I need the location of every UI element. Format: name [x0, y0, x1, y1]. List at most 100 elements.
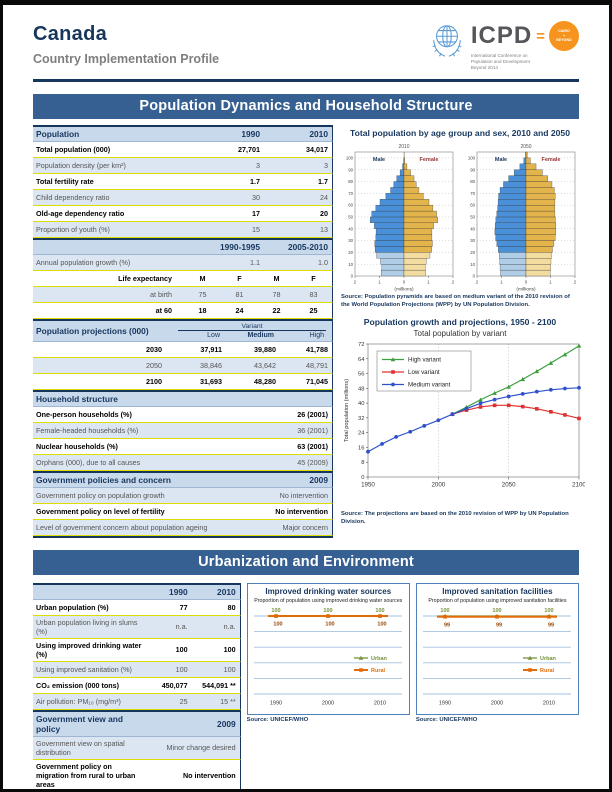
table-row: Total fertility rate 1.7 1.7	[33, 173, 333, 190]
svg-text:Total population (millions): Total population (millions)	[344, 379, 350, 442]
svg-text:2050: 2050	[520, 144, 531, 150]
svg-text:Male: Male	[495, 157, 507, 163]
svg-text:40: 40	[348, 226, 353, 231]
caption-line: Beyond 2014	[470, 64, 498, 70]
svg-text:100: 100	[273, 621, 282, 627]
pyramid-chart-title: Total population by age group and sex, 2…	[350, 127, 570, 138]
row-value: 26 (2001)	[297, 409, 328, 419]
row-value: 544,091 **	[202, 680, 236, 690]
table-header-value: 2010	[309, 128, 328, 139]
svg-text:Rural: Rural	[540, 668, 555, 674]
row-label: Urban population (%)	[36, 602, 109, 612]
table-row: Nuclear households (%) 63 (2001)	[33, 438, 333, 455]
row-label: Female-headed households (%)	[36, 425, 139, 435]
table-row: Female-headed households (%) 36 (2001)	[33, 422, 333, 439]
row-label: CO₂ emission (000 tons)	[36, 680, 120, 690]
row-value: 83	[309, 289, 318, 299]
row-value: 80	[227, 602, 236, 612]
row-value: 45 (2009)	[297, 457, 328, 467]
variant-column-label: Low	[207, 331, 220, 339]
circle-text: BEYOND	[556, 38, 572, 43]
pyramid-charts: 0 10 20 30 40 50 60 70 80 90 100 2010 Male Female 2 1 0 1…	[341, 140, 579, 292]
svg-text:Urban: Urban	[540, 656, 557, 662]
table-row: Annual population growth (%) 1.1 1.0	[33, 254, 333, 271]
row-value: 15 **	[220, 696, 236, 706]
svg-text:2010: 2010	[398, 144, 409, 150]
table-row: 2050 38,846 43,642 48,791	[33, 357, 333, 374]
growth-chart-title: Population growth and projections, 1950 …	[363, 316, 557, 327]
table-header-row: 1990 2010	[33, 582, 241, 600]
table-header-value: 1990	[169, 586, 188, 597]
svg-text:10: 10	[470, 262, 475, 267]
row-label: Using improved sanitation (%)	[36, 664, 132, 674]
svg-text:100: 100	[544, 608, 553, 614]
table-row: 2030 37,911 39,880 41,788	[33, 341, 333, 358]
row-label: Government policy on migration from rura…	[36, 761, 136, 789]
row-value: 27,701	[238, 144, 260, 154]
table-row: at 60 18 24 22 25	[33, 302, 333, 319]
svg-text:50: 50	[348, 214, 353, 219]
icpd-logo: ICPD = CAIRO + BEYOND International Conf…	[471, 21, 579, 71]
row-value: 3	[324, 160, 328, 170]
row-value: No intervention	[279, 490, 328, 500]
row-value: 25	[179, 696, 188, 706]
svg-text:70: 70	[348, 191, 353, 196]
table-row: Population density (per km²) 3 3	[33, 157, 333, 174]
svg-text:(millions): (millions)	[394, 286, 414, 292]
table-header-value: 1990-1995	[219, 241, 260, 252]
row-value: 13	[320, 224, 328, 234]
table-header-row: Government view and policy 2009	[33, 709, 241, 737]
svg-text:0: 0	[361, 475, 364, 481]
svg-text:1: 1	[549, 279, 552, 284]
row-value: 81	[235, 289, 244, 299]
table-header-value: 2005-2010	[287, 241, 328, 252]
row-value: 30	[252, 192, 260, 202]
table-header-label: Government policies and concern	[36, 474, 171, 485]
sanitation-panel: Improved sanitation facilities Proportio…	[415, 582, 580, 715]
growth-chart-svg: 0 8 16 24 32 40 48 56 64 72 1950 2000 2050 2100 Total …	[344, 342, 586, 489]
svg-text:Medium variant: Medium variant	[408, 382, 451, 389]
variant-column-label: High	[309, 331, 324, 339]
svg-text:8: 8	[361, 460, 364, 466]
svg-text:2000: 2000	[322, 700, 334, 706]
row-label: Population density (per km²)	[36, 160, 126, 170]
table-header-row: Population 1990 2010	[33, 124, 333, 142]
row-value: 38,846	[200, 360, 222, 370]
svg-text:1990: 1990	[439, 700, 451, 706]
row-value: 22	[272, 305, 281, 315]
table-header-label: Household structure	[36, 393, 118, 404]
row-value: 18	[198, 305, 207, 315]
svg-text:32: 32	[358, 416, 364, 422]
table-header-row: Household structure	[33, 389, 333, 407]
row-value: 31,693	[200, 376, 222, 386]
svg-text:100: 100	[271, 608, 280, 614]
sanitation-chart-source: Source: UNICEF/WHO	[415, 716, 478, 723]
row-value: Minor change desired	[166, 743, 236, 753]
svg-text:2010: 2010	[543, 700, 555, 706]
row-value: Major concern	[282, 522, 328, 532]
svg-text:30: 30	[348, 238, 353, 243]
growth-chart-subtitle: Total population by variant	[413, 328, 507, 338]
svg-text:100: 100	[468, 155, 476, 160]
row-value: M	[273, 273, 280, 283]
row-label: Air pollution: PM₁₀ (mg/m³)	[36, 696, 121, 706]
variant-label: Variant	[178, 323, 326, 331]
table-row: Government view on spatial distribution M…	[33, 736, 241, 760]
row-label: Child dependency ratio	[36, 192, 110, 202]
table-row: Life expectancy M F M F	[33, 270, 333, 287]
mini-chart-svg: 100 100 100 100 100 100 Urban Rural 1990 2000 2010	[253, 608, 402, 706]
row-value: No intervention	[182, 770, 236, 780]
row-value: n.a.	[223, 622, 236, 632]
svg-text:20: 20	[348, 250, 353, 255]
row-value: 1.7	[250, 176, 260, 186]
table-header-label: Population projections (000)	[36, 325, 149, 336]
caption-line: International Conference on	[470, 53, 528, 58]
svg-text:2: 2	[354, 279, 357, 284]
sanitation-panel-title: Improved sanitation facilities	[442, 586, 553, 596]
logo-block: ICPD = CAIRO + BEYOND International Conf…	[428, 21, 579, 71]
table-row: Using improved drinking water (%) 100 100	[33, 638, 241, 662]
svg-text:Urban: Urban	[371, 656, 388, 662]
svg-text:10: 10	[348, 262, 353, 267]
section1: Population 1990 2010 Total population (000)…	[33, 124, 586, 538]
row-value: 75	[198, 289, 207, 299]
